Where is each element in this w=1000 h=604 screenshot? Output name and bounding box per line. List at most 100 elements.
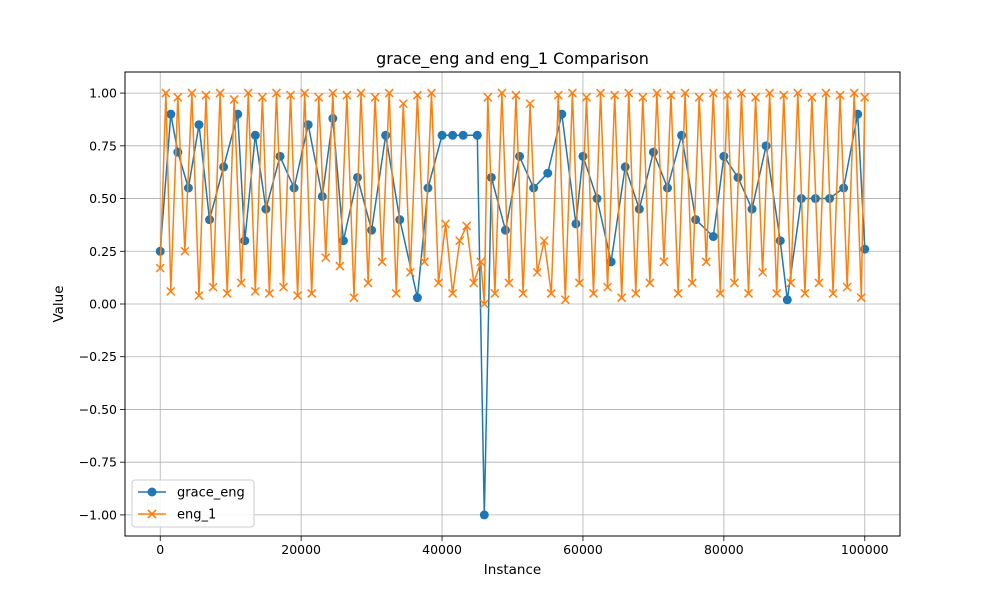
data-point [328,113,338,123]
y-tick-label: 0.25 [89,244,117,259]
data-point [458,130,468,140]
data-point [173,92,183,102]
data-point [814,278,824,288]
data-point [525,99,535,109]
data-point [677,130,687,140]
data-point [793,88,803,98]
data-point [779,90,789,100]
grid [125,72,900,536]
data-point [546,288,556,298]
data-point [751,92,761,102]
data-point [765,88,775,98]
data-point [800,288,810,298]
data-point [835,90,845,100]
data-point [161,88,171,98]
data-point [504,278,514,288]
data-point [412,293,422,303]
legend: grace_eng eng_1 [131,479,255,528]
data-point [155,263,165,273]
data-point [462,221,472,231]
data-point [596,88,606,98]
data-point [257,92,267,102]
x-tick-label: 80000 [704,542,744,557]
data-point [631,288,641,298]
data-point [187,88,197,98]
data-point [349,293,359,303]
data-point [497,88,507,98]
data-point [236,278,246,288]
data-point [314,92,324,102]
data-point [680,88,690,98]
data-point [715,288,725,298]
data-point [426,88,437,98]
y-tick-label: −0.50 [79,402,117,417]
data-point [687,278,697,288]
data-point [588,288,599,298]
y-axis-label: Value [51,285,67,322]
data-point [511,90,521,100]
series-eng-1 [155,88,870,309]
data-point [659,257,669,267]
data-point [518,288,528,298]
data-point [433,278,444,288]
data-point [722,90,732,100]
data-point [782,295,792,305]
data-point [250,130,260,140]
data-point [293,291,303,301]
x-tick-label: 100000 [841,542,889,557]
legend-marker-grace-eng [147,487,157,497]
data-point [476,257,486,267]
legend-marker-eng-1 [147,509,157,519]
data-point [736,88,747,98]
data-point [719,151,729,161]
data-point [321,253,331,263]
data-point [638,92,648,102]
data-point [673,288,683,298]
data-point [307,288,317,298]
data-point [370,92,380,102]
data-point [166,286,176,296]
data-point [448,130,458,140]
data-point [567,88,577,98]
data-point [860,92,870,102]
legend-label-eng-1: eng_1 [177,508,216,523]
data-point [250,286,260,296]
data-point [620,162,630,172]
series-layer [155,88,870,520]
data-point [194,291,204,301]
data-point [490,288,500,298]
data-point [381,130,391,140]
data-point [610,90,620,100]
data-point [560,295,570,305]
data-point [384,88,394,98]
data-point [194,120,204,130]
data-point [363,278,373,288]
data-point [455,236,465,246]
data-point [729,278,739,288]
y-tick-label: −0.75 [79,455,117,470]
data-point [215,88,225,98]
y-tick-label: 0.00 [89,297,117,312]
data-point [441,219,451,229]
data-point [205,215,215,225]
data-point [772,288,782,298]
data-point [775,236,785,246]
legend-label-grace-eng: grace_eng [177,486,245,501]
data-point [574,278,584,288]
y-tick-label: 0.75 [89,138,117,153]
data-point [701,257,711,267]
ticks: 0 20000 40000 60000 80000 100000 −1.00 −0.75 −0.… [79,86,889,557]
data-point [856,293,866,303]
data-point [391,288,401,298]
data-point [240,236,250,246]
data-point [412,90,422,100]
data-point [356,88,366,98]
data-point [377,257,387,267]
data-point [367,225,377,235]
data-point [300,88,310,98]
data-point [437,130,447,140]
y-tick-label: 0.50 [89,191,117,206]
data-point [479,299,489,309]
data-point [515,151,525,161]
